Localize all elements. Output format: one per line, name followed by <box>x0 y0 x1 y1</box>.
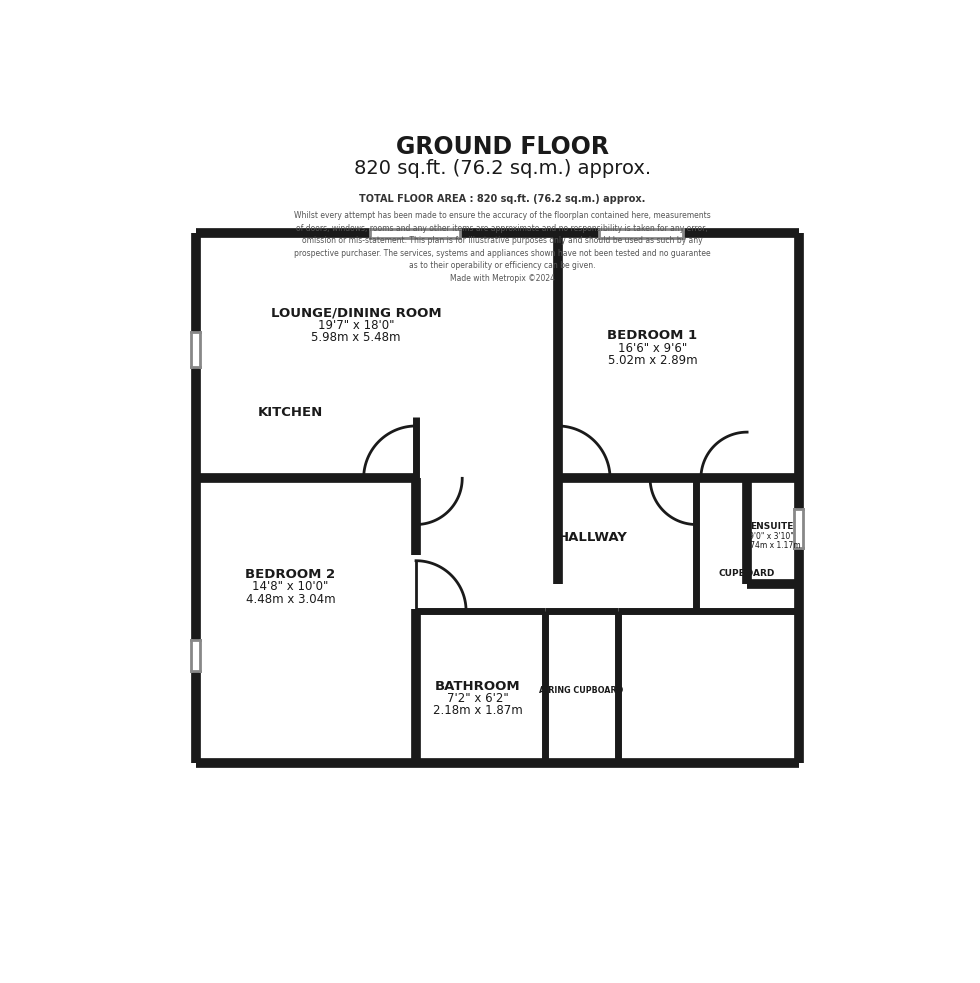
Text: 9'0" x 3'10": 9'0" x 3'10" <box>750 533 794 542</box>
Text: BATHROOM: BATHROOM <box>435 679 520 693</box>
Text: Whilst every attempt has been made to ensure the accuracy of the floorplan conta: Whilst every attempt has been made to en… <box>294 211 710 283</box>
Text: KITCHEN: KITCHEN <box>258 406 323 420</box>
Text: 16'6" x 9'6": 16'6" x 9'6" <box>617 342 687 355</box>
Text: ENSUITE: ENSUITE <box>750 522 794 532</box>
Text: GROUND FLOOR: GROUND FLOOR <box>396 136 609 159</box>
Text: 2.18m x 1.87m: 2.18m x 1.87m <box>433 705 522 718</box>
Text: HALLWAY: HALLWAY <box>559 531 628 545</box>
Text: 19'7" x 18'0": 19'7" x 18'0" <box>318 318 394 331</box>
Text: BEDROOM 2: BEDROOM 2 <box>245 568 335 581</box>
Text: 5.02m x 2.89m: 5.02m x 2.89m <box>608 354 697 367</box>
Text: 14'8" x 10'0": 14'8" x 10'0" <box>252 580 328 594</box>
Text: CUPBOARD: CUPBOARD <box>719 568 775 578</box>
Text: AIRING CUPBOARD: AIRING CUPBOARD <box>539 685 623 695</box>
Text: 4.48m x 3.04m: 4.48m x 3.04m <box>246 593 335 606</box>
Text: 2.74m x 1.17m: 2.74m x 1.17m <box>743 541 801 549</box>
Text: BEDROOM 1: BEDROOM 1 <box>608 329 698 342</box>
Text: LOUNGE/DINING ROOM: LOUNGE/DINING ROOM <box>270 307 441 319</box>
Text: TOTAL FLOOR AREA : 820 sq.ft. (76.2 sq.m.) approx.: TOTAL FLOOR AREA : 820 sq.ft. (76.2 sq.m… <box>359 194 646 203</box>
Text: 5.98m x 5.48m: 5.98m x 5.48m <box>312 331 401 344</box>
Text: 7'2" x 6'2": 7'2" x 6'2" <box>447 692 509 705</box>
Text: 820 sq.ft. (76.2 sq.m.) approx.: 820 sq.ft. (76.2 sq.m.) approx. <box>354 158 651 178</box>
